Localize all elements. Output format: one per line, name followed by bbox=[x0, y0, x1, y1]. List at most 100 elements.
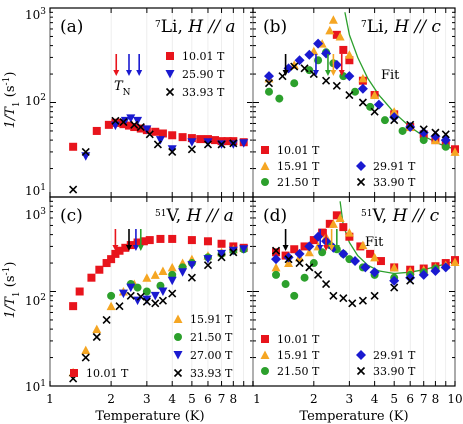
data-point bbox=[217, 140, 226, 149]
data-point bbox=[358, 73, 368, 83]
data-point bbox=[321, 48, 332, 59]
data-point bbox=[102, 315, 111, 325]
data-point bbox=[376, 257, 385, 266]
data-point bbox=[136, 124, 145, 133]
legend-label: 21.50 T bbox=[277, 176, 320, 189]
transition-arrow-head bbox=[338, 70, 345, 76]
data-point bbox=[335, 31, 345, 41]
data-point bbox=[151, 299, 160, 308]
y-tick-label: 101 bbox=[25, 183, 46, 198]
data-point bbox=[104, 120, 113, 129]
data-point bbox=[290, 79, 299, 88]
data-layer bbox=[49, 8, 460, 387]
data-point bbox=[187, 138, 197, 147]
legend-label: 15.91 T bbox=[190, 313, 233, 326]
panel-title-a-part: Li bbox=[161, 17, 178, 37]
data-point bbox=[318, 248, 327, 257]
x-tick-label: 10 bbox=[447, 392, 462, 406]
data-point bbox=[69, 142, 78, 151]
data-point bbox=[133, 283, 142, 292]
data-point bbox=[69, 302, 78, 311]
legend-marker bbox=[356, 161, 366, 171]
data-point bbox=[187, 145, 196, 154]
data-point bbox=[203, 261, 213, 270]
legend-label: 15.91 T bbox=[277, 160, 320, 173]
data-point bbox=[126, 114, 136, 123]
data-point bbox=[158, 287, 168, 296]
x-tick-label: 1 bbox=[253, 392, 261, 406]
data-point bbox=[284, 255, 293, 264]
y-axis-title-part: (s bbox=[3, 275, 18, 291]
data-point bbox=[294, 248, 305, 259]
data-point bbox=[92, 324, 102, 334]
data-point bbox=[284, 258, 294, 268]
data-point bbox=[345, 232, 354, 241]
data-point bbox=[130, 120, 139, 129]
data-point bbox=[390, 283, 399, 292]
x-tick-label: 2 bbox=[310, 392, 318, 406]
data-point bbox=[203, 140, 213, 149]
data-point bbox=[290, 62, 299, 71]
x-tick-label: 2 bbox=[107, 392, 115, 406]
data-point bbox=[145, 236, 154, 245]
y-axis-title-part: ) bbox=[3, 262, 18, 267]
data-point bbox=[168, 147, 177, 156]
transition-arrow-head bbox=[323, 245, 330, 251]
panel-title-d-part: , bbox=[382, 206, 393, 226]
data-point bbox=[406, 120, 415, 129]
legend-marker bbox=[165, 87, 175, 97]
data-point bbox=[366, 249, 375, 258]
transition-arrow-head bbox=[282, 245, 289, 251]
data-point bbox=[167, 262, 177, 272]
data-point bbox=[119, 120, 128, 129]
data-point bbox=[126, 283, 136, 293]
data-point bbox=[136, 122, 145, 132]
y-tick-label-part: 10 bbox=[25, 8, 40, 22]
data-point bbox=[450, 147, 460, 156]
data-point bbox=[304, 49, 315, 60]
y-tick-label: 101 bbox=[25, 379, 46, 394]
y-axis-title-part: -1 bbox=[2, 77, 12, 86]
data-point bbox=[196, 135, 205, 144]
data-point bbox=[332, 211, 341, 220]
data-point bbox=[304, 247, 314, 257]
data-point bbox=[335, 213, 345, 222]
data-point bbox=[126, 291, 135, 300]
data-point bbox=[389, 275, 400, 286]
data-point bbox=[418, 127, 429, 138]
data-point bbox=[322, 76, 331, 85]
data-point bbox=[150, 291, 160, 301]
legend-marker bbox=[173, 368, 183, 378]
y-tick-label-part: 1 bbox=[40, 379, 46, 389]
text-layer: (a) 7Li, H // a10.01 T25.90 T33.93 T(b) 7L… bbox=[2, 7, 463, 424]
data-point bbox=[389, 107, 399, 116]
data-point bbox=[441, 142, 450, 151]
tn-label-part: T bbox=[114, 79, 124, 94]
panel-title-b-part: H // c bbox=[393, 17, 441, 37]
data-point bbox=[271, 254, 282, 265]
data-point bbox=[322, 279, 331, 289]
panel-label-c: (c) bbox=[60, 206, 83, 226]
panel-title-b-part: 7 bbox=[361, 20, 367, 30]
transition-arrow-head bbox=[330, 70, 337, 76]
transition-arrow-head bbox=[317, 245, 324, 251]
y-tick-label-part: 10 bbox=[25, 94, 40, 108]
panel-title-a-part: , bbox=[177, 17, 188, 37]
legend-label: 10.01 T bbox=[277, 333, 320, 346]
x-tick-label: 4 bbox=[168, 392, 176, 406]
data-point bbox=[187, 134, 196, 143]
data-point bbox=[168, 289, 177, 298]
transition-arrow-head bbox=[112, 245, 119, 251]
data-point bbox=[405, 272, 416, 283]
data-point bbox=[290, 245, 299, 254]
data-point bbox=[441, 130, 450, 139]
legend-label: 33.93 T bbox=[182, 86, 225, 99]
data-point bbox=[111, 249, 120, 258]
data-point bbox=[106, 301, 116, 311]
x-tick-label: 1 bbox=[46, 392, 54, 406]
data-point bbox=[228, 140, 238, 149]
data-point bbox=[325, 219, 334, 228]
x-tick-label: 6 bbox=[204, 392, 212, 406]
data-point bbox=[102, 259, 111, 268]
data-point bbox=[358, 240, 368, 250]
